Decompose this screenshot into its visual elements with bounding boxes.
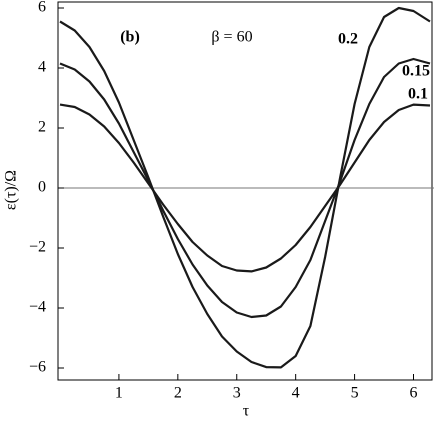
series-label: 0.15 — [402, 63, 430, 80]
x-tick-label: 1 — [115, 385, 123, 402]
x-tick-label: 2 — [174, 385, 182, 402]
y-tick-label: 6 — [38, 0, 46, 16]
panel-label: (b) — [120, 29, 140, 46]
x-tick-label: 5 — [351, 385, 359, 402]
plot-frame — [57, 1, 433, 381]
y-tick-label: 2 — [38, 119, 46, 136]
series-line — [59, 103, 431, 273]
y-axis-label: ε(τ)/Ω — [3, 170, 20, 210]
series-label: 0.2 — [338, 31, 358, 48]
x-tick-label: 3 — [233, 385, 241, 402]
series-line — [59, 57, 431, 319]
annotation: β = 60 — [211, 29, 252, 46]
y-tick-label: −6 — [29, 359, 46, 376]
series-line — [59, 6, 431, 369]
y-tick-label: 4 — [38, 59, 46, 76]
y-tick-label: 0 — [38, 179, 46, 196]
x-axis-label: τ — [243, 403, 250, 420]
x-tick-label: 4 — [292, 385, 300, 402]
x-tick-label: 6 — [410, 385, 418, 402]
series-label: 0.1 — [408, 86, 428, 103]
y-tick-label: −2 — [29, 239, 46, 256]
y-tick-label: −4 — [29, 299, 46, 316]
